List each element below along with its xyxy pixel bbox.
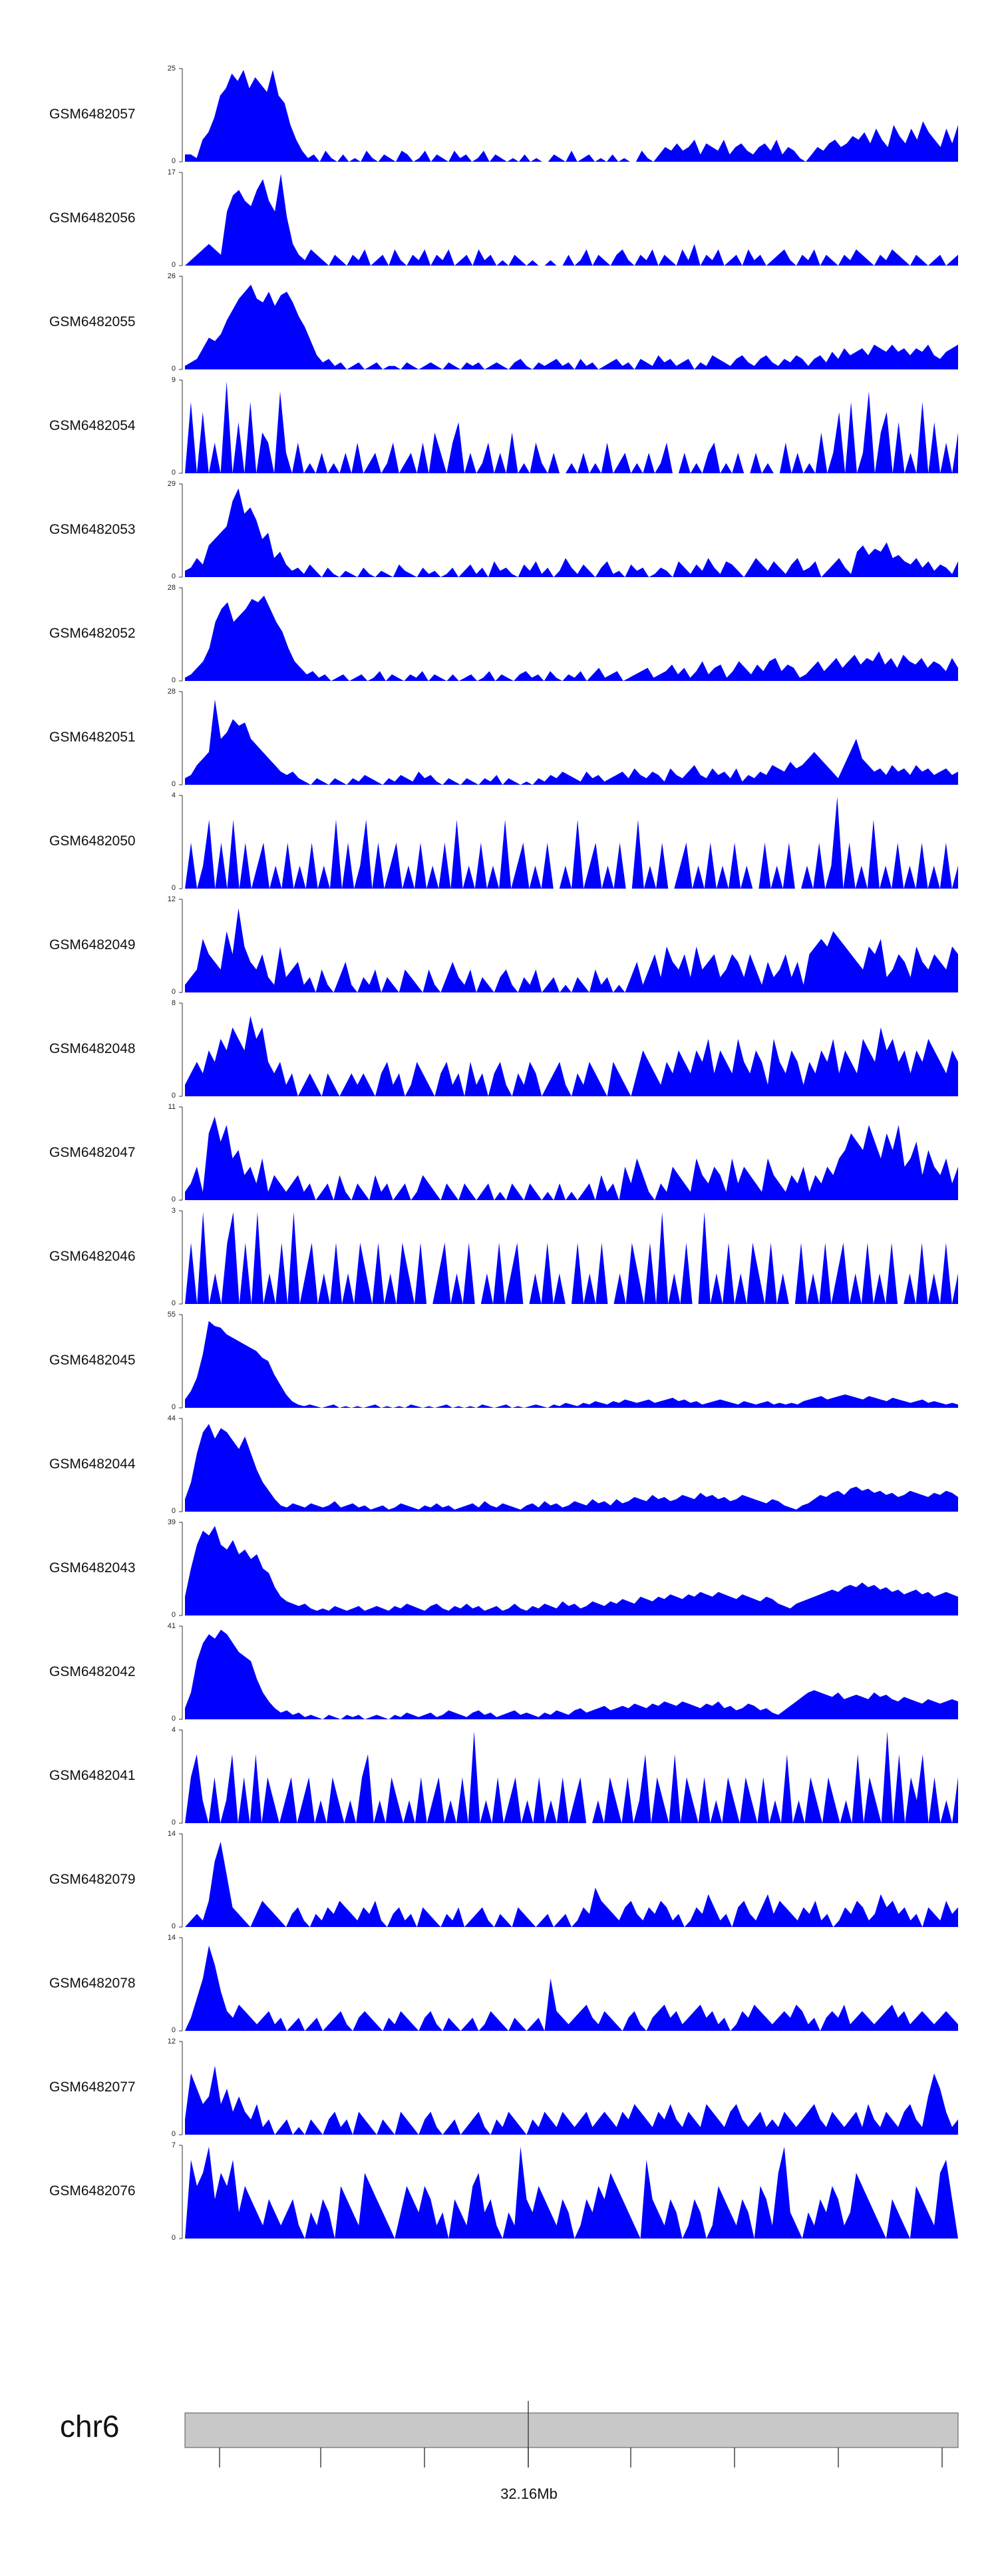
y-min-label-GSM6482043: 0: [171, 1611, 176, 1619]
y-max-label-GSM6482042: 41: [167, 1622, 176, 1630]
track-label-GSM6482055: GSM6482055: [49, 314, 136, 329]
track-label-GSM6482050: GSM6482050: [49, 833, 136, 849]
coverage-area-GSM6482041: [185, 1731, 958, 1823]
y-max-label-GSM6482046: 3: [171, 1207, 176, 1215]
y-min-label-GSM6482057: 0: [171, 157, 176, 165]
y-min-label-GSM6482077: 0: [171, 2130, 176, 2138]
coverage-area-GSM6482045: [185, 1321, 958, 1408]
y-min-label-GSM6482048: 0: [171, 1092, 176, 1100]
track-label-GSM6482049: GSM6482049: [49, 937, 136, 953]
y-max-label-GSM6482077: 12: [167, 2038, 176, 2045]
y-min-label-GSM6482052: 0: [171, 676, 176, 684]
coverage-area-GSM6482057: [185, 70, 958, 162]
coverage-area-GSM6482047: [185, 1116, 958, 1200]
coverage-area-GSM6482053: [185, 488, 958, 577]
coverage-area-GSM6482054: [185, 381, 958, 473]
y-max-label-GSM6482056: 17: [167, 168, 176, 176]
track-label-GSM6482051: GSM6482051: [49, 730, 136, 745]
y-min-label-GSM6482046: 0: [171, 1299, 176, 1307]
coverage-area-GSM6482048: [185, 1016, 958, 1096]
track-label-GSM6482078: GSM6482078: [49, 1976, 136, 1991]
track-label-GSM6482047: GSM6482047: [49, 1145, 136, 1160]
track-label-GSM6482056: GSM6482056: [49, 210, 136, 226]
y-min-label-GSM6482041: 0: [171, 1819, 176, 1826]
track-label-GSM6482043: GSM6482043: [49, 1560, 136, 1576]
y-max-label-GSM6482047: 11: [168, 1103, 176, 1111]
track-label-GSM6482076: GSM6482076: [49, 2183, 136, 2199]
y-min-label-GSM6482053: 0: [171, 572, 176, 580]
y-max-label-GSM6482049: 12: [167, 895, 176, 903]
coverage-area-GSM6482079: [185, 1841, 958, 1927]
chromosome-ideogram-bar: [184, 2412, 959, 2448]
coverage-area-GSM6482043: [185, 1526, 958, 1615]
coverage-area-GSM6482051: [185, 699, 958, 785]
coverage-area-GSM6482044: [185, 1424, 958, 1512]
y-max-label-GSM6482053: 29: [167, 480, 176, 488]
coverage-area-GSM6482056: [185, 174, 958, 266]
y-max-label-GSM6482045: 55: [167, 1311, 176, 1319]
y-max-label-GSM6482054: 9: [171, 376, 176, 384]
y-min-label-GSM6482051: 0: [171, 780, 176, 788]
coverage-area-GSM6482046: [185, 1212, 958, 1304]
y-min-label-GSM6482049: 0: [171, 988, 176, 996]
y-min-label-GSM6482078: 0: [171, 2026, 176, 2034]
coverage-area-GSM6482052: [185, 595, 958, 681]
track-label-GSM6482053: GSM6482053: [49, 522, 136, 537]
coverage-area-GSM6482078: [185, 1945, 958, 2031]
y-min-label-GSM6482079: 0: [171, 1922, 176, 1930]
track-label-GSM6482048: GSM6482048: [49, 1041, 136, 1056]
track-label-GSM6482079: GSM6482079: [49, 1872, 136, 1887]
track-label-GSM6482077: GSM6482077: [49, 2079, 136, 2095]
track-label-GSM6482052: GSM6482052: [49, 626, 136, 641]
track-label-GSM6482045: GSM6482045: [49, 1353, 136, 1368]
track-label-GSM6482044: GSM6482044: [49, 1456, 136, 1472]
track-label-GSM6482057: GSM6482057: [49, 107, 136, 122]
track-label-GSM6482046: GSM6482046: [49, 1249, 136, 1264]
y-min-label-GSM6482050: 0: [171, 884, 176, 892]
y-max-label-GSM6482079: 14: [167, 1830, 176, 1838]
coverage-area-GSM6482076: [185, 2147, 958, 2239]
y-min-label-GSM6482056: 0: [171, 261, 176, 269]
y-min-label-GSM6482055: 0: [171, 365, 176, 373]
y-max-label-GSM6482050: 4: [171, 791, 176, 799]
coverage-area-GSM6482055: [185, 284, 958, 369]
y-max-label-GSM6482057: 25: [167, 65, 176, 73]
coverage-area-GSM6482042: [185, 1629, 958, 1719]
y-max-label-GSM6482076: 7: [171, 2141, 176, 2149]
y-min-label-GSM6482045: 0: [171, 1403, 176, 1411]
y-max-label-GSM6482048: 8: [171, 999, 176, 1007]
y-max-label-GSM6482052: 28: [167, 584, 176, 592]
coverage-area-GSM6482050: [185, 797, 958, 889]
y-min-label-GSM6482054: 0: [171, 469, 176, 477]
track-label-GSM6482041: GSM6482041: [49, 1768, 136, 1783]
y-max-label-GSM6482078: 14: [167, 1934, 176, 1942]
track-label-GSM6482042: GSM6482042: [49, 1664, 136, 1679]
track-label-GSM6482054: GSM6482054: [49, 418, 136, 433]
y-max-label-GSM6482055: 26: [167, 272, 176, 280]
y-min-label-GSM6482044: 0: [171, 1507, 176, 1515]
y-max-label-GSM6482044: 44: [167, 1414, 176, 1422]
coverage-area-GSM6482077: [185, 2065, 958, 2135]
y-max-label-GSM6482051: 28: [167, 688, 176, 696]
y-min-label-GSM6482042: 0: [171, 1715, 176, 1723]
y-max-label-GSM6482043: 39: [167, 1518, 176, 1526]
coverage-area-GSM6482049: [185, 908, 958, 992]
y-min-label-GSM6482076: 0: [171, 2234, 176, 2242]
ideogram-tick-label: 32.16Mb: [500, 2485, 558, 2502]
chromosome-label: chr6: [60, 2409, 120, 2444]
y-max-label-GSM6482041: 4: [171, 1726, 176, 1734]
y-min-label-GSM6482047: 0: [171, 1195, 176, 1203]
